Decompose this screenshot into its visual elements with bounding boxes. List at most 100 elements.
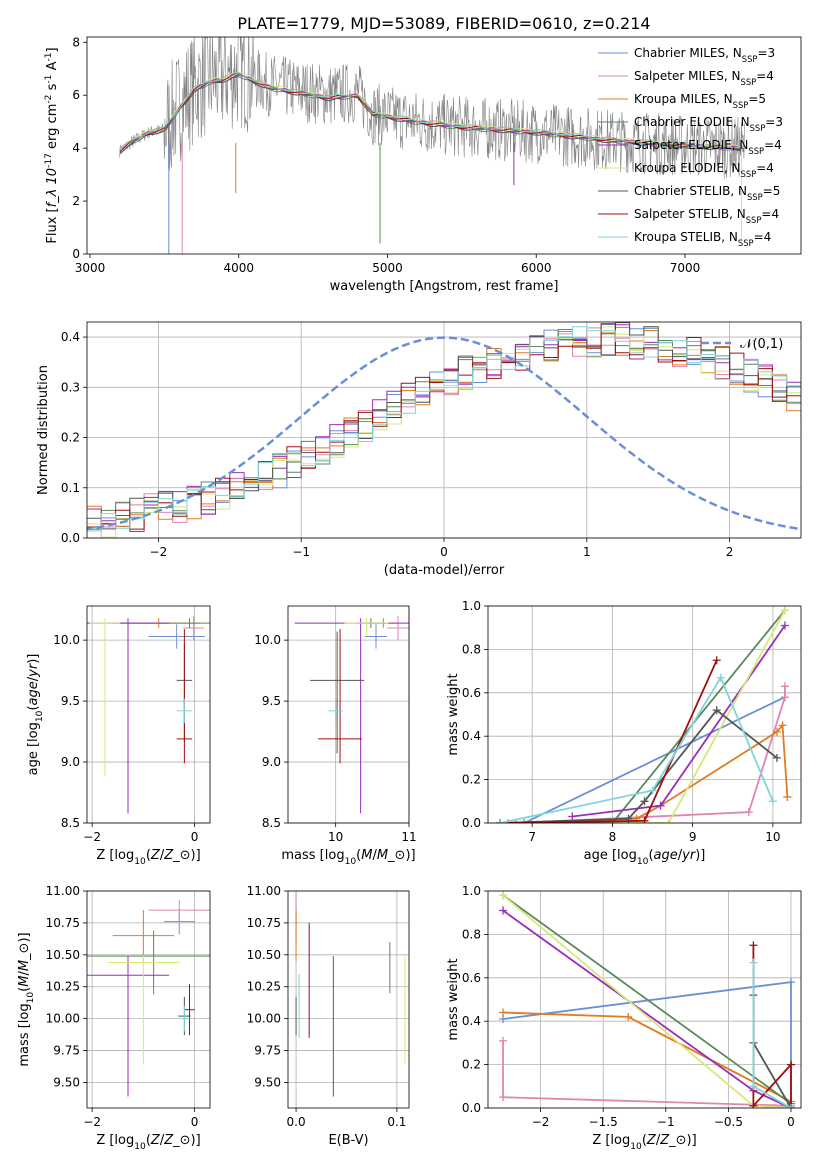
weight-line-1 — [502, 1040, 792, 1108]
weight-marker-7-2 — [786, 1060, 795, 1069]
legend-label-8: Kroupa STELIB, NSSP=4 — [634, 230, 771, 248]
x-axis-label: wavelength [Angstrom, rest frame] — [330, 279, 559, 294]
errorbar-point-2 — [112, 910, 175, 962]
errorbar-point-6 — [310, 631, 365, 754]
y-axis-label: mass [log10(M/M_⊙)] — [17, 932, 36, 1066]
weight-line-6 — [499, 708, 778, 823]
legend-label-2: Kroupa MILES, NSSP=5 — [634, 92, 766, 110]
x-tick-label-0: 7 — [528, 830, 536, 844]
y-axis-label: mass weight — [446, 673, 461, 755]
y-tick-label-1: 9.75 — [53, 1044, 80, 1058]
histogram-step-8 — [87, 326, 801, 532]
y-tick-label-2: 4 — [72, 141, 80, 155]
y-tick-label-0: 8.5 — [61, 816, 80, 830]
residuals-plot — [87, 322, 801, 538]
x-axis-label: (data-model)/error — [384, 563, 505, 578]
y-tick-label-1: 0.2 — [462, 1058, 481, 1072]
errorbar-point-0 — [365, 624, 387, 649]
y-tick-label-6: 11.00 — [247, 884, 281, 898]
mass-vs-z-plot — [87, 899, 210, 1097]
x-tick-label-4: 2 — [726, 545, 734, 559]
y-tick-label-0: 9.50 — [53, 1075, 80, 1089]
x-tick-label-3: 6000 — [521, 261, 552, 275]
residual-legend: 𝒩(0,1) — [701, 337, 783, 352]
weight-marker-3-1 — [608, 819, 617, 823]
errorbar-point-5 — [89, 618, 121, 777]
spectrum-plot — [119, 37, 745, 254]
y-tick-label-3: 10.25 — [46, 980, 80, 994]
weight-marker-6-2 — [640, 797, 649, 806]
x-tick-label-0: −2 — [83, 830, 101, 844]
y-tick-label-3: 0.6 — [462, 686, 481, 700]
weight-line-8 — [499, 675, 774, 823]
x-tick-label-4: 7000 — [670, 261, 701, 275]
model-line-6 — [119, 73, 745, 155]
weight-marker-6-3 — [712, 706, 721, 715]
x-tick-label-1: 0 — [191, 1115, 199, 1129]
errorbar-point-4 — [87, 956, 169, 1097]
legend-label-5: Kroupa ELODIE, NSSP=4 — [634, 161, 774, 179]
weight-marker-4-0 — [568, 812, 577, 821]
weight-line-2 — [508, 723, 789, 823]
weight-marker-2-5 — [783, 792, 792, 801]
x-tick-label-0: −2 — [83, 1115, 101, 1129]
y-tick-label-2: 0.4 — [462, 729, 481, 743]
weight-line-1 — [516, 686, 786, 823]
errorbar-point-7 — [176, 629, 193, 764]
weight-line-0 — [502, 981, 792, 1108]
errorbar-point-4 — [294, 618, 409, 814]
y-axis-label: Flux [f_λ 10-17 erg cm-2 s-1 A-1] — [44, 47, 60, 243]
x-axis-label: age [log10(age/yr)] — [584, 848, 706, 867]
weight-marker-4-2 — [780, 621, 789, 630]
y-tick-label-5: 10.75 — [46, 916, 80, 930]
mass-vs-ebv-plot — [295, 891, 406, 1097]
weight-marker-2-0 — [504, 819, 513, 823]
legend-label-0: Chabrier MILES, NSSP=3 — [634, 46, 775, 64]
y-tick-label-4: 0.8 — [462, 927, 481, 941]
y-tick-label-5: 1.0 — [462, 884, 481, 898]
weight-marker-8-0 — [496, 819, 505, 823]
age-vs-z-frame — [86, 605, 211, 824]
y-tick-label-4: 0.8 — [462, 642, 481, 656]
weight-line-7 — [752, 945, 792, 1108]
x-tick-label-3: −0.5 — [714, 1115, 743, 1129]
y-tick-label-4: 10.50 — [46, 948, 80, 962]
weight-marker-7-1 — [749, 1101, 758, 1108]
y-tick-label-5: 1.0 — [462, 599, 481, 613]
weight-marker-1-0 — [499, 1036, 508, 1045]
weight-line-2 — [502, 1011, 792, 1108]
weight-marker-5-1 — [664, 819, 673, 823]
weight-marker-1-1 — [744, 808, 753, 817]
mass-vs-z-axes: −2 0 9.50 9.75 10.00 10.25 10.50 10.75 11.00 Z [l… — [17, 884, 211, 1152]
x-axis-label: E(B-V) — [328, 1133, 368, 1148]
weight-marker-8-2 — [786, 1104, 795, 1108]
x-tick-label-0: −2 — [532, 1115, 550, 1129]
weight-marker-8-3 — [768, 797, 777, 806]
y-tick-label-2: 10.00 — [46, 1012, 80, 1026]
model-line-8 — [119, 72, 745, 150]
histogram-step-4 — [87, 324, 801, 532]
weight-line-3 — [500, 609, 786, 823]
errorbar-point-5 — [107, 954, 180, 1065]
y-tick-label-1: 0.2 — [462, 773, 481, 787]
x-tick-label-3: 1 — [583, 545, 591, 559]
y-tick-label-1: 0.1 — [61, 481, 80, 495]
x-tick-label-1: 8 — [609, 830, 617, 844]
y-tick-label-1: 9.0 — [61, 755, 80, 769]
weight-marker-2-3 — [772, 727, 781, 736]
y-tick-label-0: 9.50 — [254, 1075, 281, 1089]
weight-marker-2-1 — [624, 1012, 633, 1021]
observed-spectrum-line — [119, 37, 745, 180]
x-tick-label-0: 3000 — [75, 261, 106, 275]
weight-marker-0-0 — [520, 819, 529, 823]
spectrum-axes: 3000 4000 5000 6000 7000 0 2 4 6 8 wavelength [Ang… — [44, 35, 802, 294]
x-tick-label-1: 4000 — [223, 261, 254, 275]
y-tick-label-3: 10.0 — [254, 633, 281, 647]
figure-title: PLATE=1779, MJD=53089, FIBERID=0610, z=0… — [237, 14, 650, 33]
x-tick-label-2: −1 — [657, 1115, 675, 1129]
spectrum-frame — [86, 36, 802, 255]
y-tick-label-2: 9.5 — [262, 694, 281, 708]
x-tick-label-1: 0 — [191, 830, 199, 844]
x-axis-label: Z [log10(Z/Z_⊙)] — [96, 848, 200, 867]
weight-marker-7-0 — [749, 941, 758, 950]
